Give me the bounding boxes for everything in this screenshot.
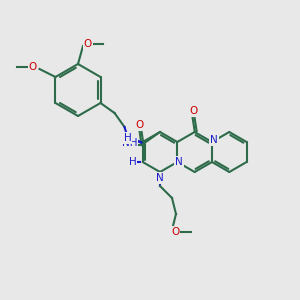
Text: N: N [156,173,164,183]
Text: H: H [129,157,136,167]
Text: N: N [210,135,218,145]
Text: O: O [190,106,198,116]
Text: O: O [28,62,37,72]
Text: O: O [171,227,179,237]
Text: O: O [84,39,92,49]
Text: O: O [135,120,144,130]
Text: NH: NH [122,138,137,148]
Text: N: N [176,157,183,167]
Text: H: H [124,133,132,143]
